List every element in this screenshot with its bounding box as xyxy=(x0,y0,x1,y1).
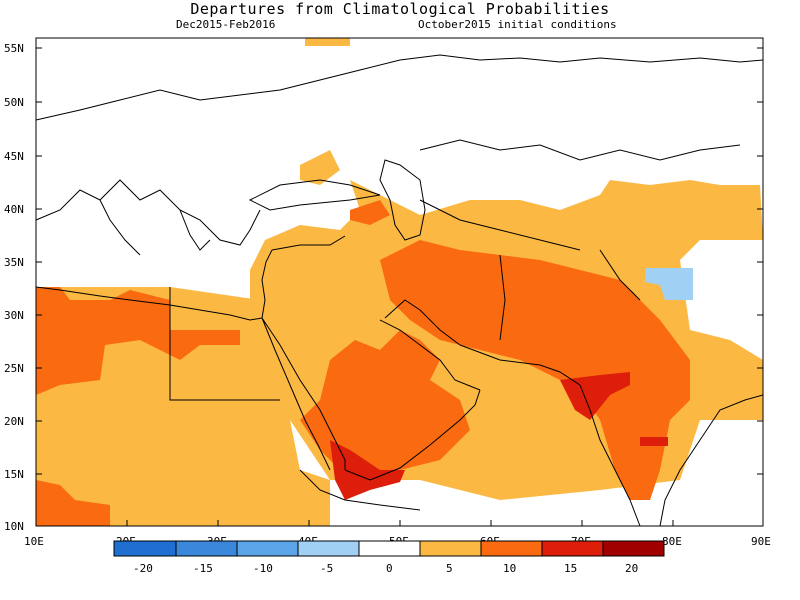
legend-swatch-1 xyxy=(113,540,177,557)
shade-15-yemen xyxy=(330,440,405,500)
coast-red-sea xyxy=(261,317,346,471)
coast-north xyxy=(35,54,764,121)
legend-label-5: 5 xyxy=(446,562,453,575)
lat-label-45n: 45N xyxy=(4,150,24,163)
legend-swatch-9 xyxy=(602,540,665,557)
coast-persian-gulf xyxy=(379,299,481,391)
legend-label-minus5: -5 xyxy=(320,562,333,575)
shade-5-caucasus xyxy=(300,150,340,185)
shade-10-sahara xyxy=(36,287,240,395)
legend-label-minus10: -10 xyxy=(253,562,273,575)
coast-india-west xyxy=(579,384,641,527)
shade-10-arabia xyxy=(300,330,470,480)
legend-swatch-3 xyxy=(236,540,299,557)
legend-label-10: 10 xyxy=(503,562,516,575)
shade-10-iran-pakistan xyxy=(380,240,690,500)
lat-label-35n: 35N xyxy=(4,256,24,269)
legend-swatch-7 xyxy=(480,540,543,557)
shade-10-turkey xyxy=(350,200,390,225)
map-title: Departures from Climatological Probabili… xyxy=(190,0,610,18)
shade-15-india xyxy=(640,437,668,446)
lat-label-25n: 25N xyxy=(4,362,24,375)
coast-anatolia-south xyxy=(271,235,346,251)
lat-label-15n: 15N xyxy=(4,468,24,481)
lat-label-10n: 10N xyxy=(4,520,24,533)
coast-europe xyxy=(35,179,261,246)
legend-label-0: 0 xyxy=(386,562,393,575)
legend-label-15: 15 xyxy=(564,562,577,575)
shade-15-gujarat xyxy=(560,372,630,420)
legend-swatch-5 xyxy=(358,540,421,557)
lat-label-20n: 20N xyxy=(4,415,24,428)
lon-label-90e: 90E xyxy=(751,535,771,548)
shade-5-caspian-patch xyxy=(305,38,350,46)
latitude-axis: 55N 50N 45N 40N 35N 30N 25N 20N 15N 10N xyxy=(4,42,763,533)
shade-10-west-africa xyxy=(36,480,110,526)
probability-shading xyxy=(36,38,763,526)
legend-swatch-6 xyxy=(419,540,482,557)
lat-label-55n: 55N xyxy=(4,42,24,55)
shade-minus5-tibet xyxy=(645,268,693,300)
coast-levant xyxy=(261,249,273,319)
shade-5-north-africa xyxy=(36,287,330,526)
coast-italy xyxy=(99,199,141,256)
coast-iran-pakistan xyxy=(459,344,581,386)
coast-horn-africa xyxy=(299,469,421,511)
legend-label-20: 20 xyxy=(625,562,638,575)
legend-label-minus20: -20 xyxy=(133,562,153,575)
coast-arabia-south xyxy=(344,389,481,481)
coastlines xyxy=(35,54,764,527)
color-legend: -20 -15 -10 -5 0 5 10 15 20 xyxy=(113,540,665,575)
legend-swatch-8 xyxy=(541,540,604,557)
initial-conditions-label: October2015 initial conditions xyxy=(418,18,617,31)
season-label: Dec2015-Feb2016 xyxy=(176,18,276,31)
lat-label-40n: 40N xyxy=(4,203,24,216)
border-misc xyxy=(169,199,641,401)
lat-label-50n: 50N xyxy=(4,96,24,109)
coast-caspian xyxy=(379,159,426,241)
lon-label-10e: 10E xyxy=(24,535,44,548)
coast-black-sea xyxy=(248,179,381,211)
legend-label-minus15: -15 xyxy=(193,562,213,575)
legend-swatch-4 xyxy=(297,540,360,557)
border-central-asia xyxy=(419,139,741,161)
coast-greece xyxy=(179,209,211,251)
lat-label-30n: 30N xyxy=(4,309,24,322)
legend-swatch-2 xyxy=(175,540,238,557)
coast-india-east xyxy=(659,394,764,527)
lon-label-80e: 80E xyxy=(662,535,682,548)
